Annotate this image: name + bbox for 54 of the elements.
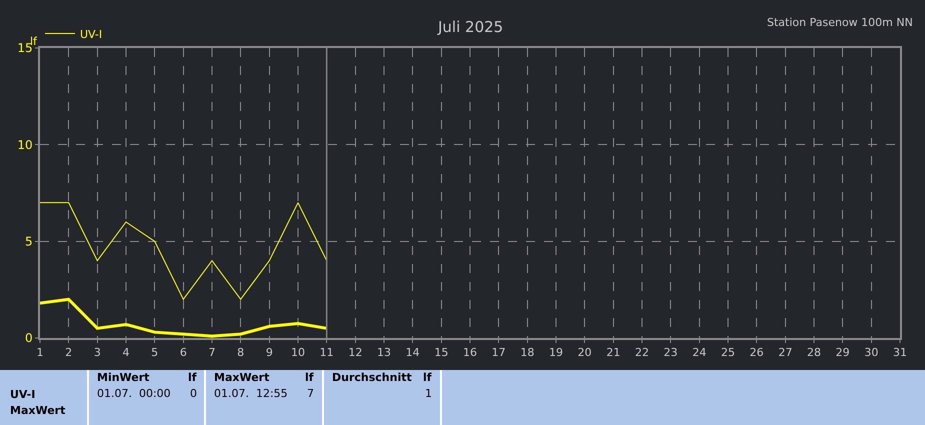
y-tick-label: 0	[24, 331, 33, 346]
x-tick-label: 14	[406, 346, 420, 360]
x-tick-label: 7	[208, 346, 216, 360]
chart-subtitle: Station Pasenow 100m NN	[767, 16, 913, 29]
x-tick-label: 21	[606, 346, 620, 360]
x-tick-label: 30	[864, 346, 878, 360]
legend-label: UV-I	[80, 28, 102, 41]
x-tick-label: 19	[549, 346, 563, 360]
x-tick-label: 17	[492, 346, 506, 360]
text: UV-I	[10, 388, 36, 401]
y-tick-label: 5	[24, 234, 33, 249]
text: MaxWert	[10, 404, 66, 417]
text: 1	[425, 387, 432, 400]
x-tick-label: 12	[348, 346, 362, 360]
x-tick-label: 1	[36, 346, 44, 360]
x-tick-label: 2	[65, 346, 72, 360]
y-tick-label: 15	[17, 41, 33, 56]
x-tick-label: 15	[434, 346, 448, 360]
y-tick-label: 10	[17, 138, 33, 152]
text: MinWert	[97, 371, 150, 384]
x-tick-label: 28	[807, 346, 821, 360]
x-tick-label: 31	[893, 346, 907, 360]
text: Durchschnitt	[332, 371, 412, 384]
text: 7	[307, 387, 314, 400]
x-tick-label: 29	[836, 346, 850, 360]
x-tick-label: 13	[377, 346, 391, 360]
text: lf	[423, 371, 432, 384]
x-tick-label: 24	[692, 346, 706, 360]
x-tick-label: 22	[635, 346, 649, 360]
x-tick-label: 11	[320, 346, 334, 360]
x-tick-label: 10	[291, 346, 305, 360]
x-tick-label: 4	[122, 346, 130, 360]
x-tick-label: 5	[151, 346, 158, 360]
x-tick-label: 20	[578, 346, 592, 360]
text: 01.07. 12:55	[214, 387, 288, 400]
x-tick-label: 16	[463, 346, 477, 360]
x-tick-label: 9	[266, 346, 273, 360]
text: 01.07. 00:00	[97, 387, 171, 400]
chart-title: Juli 2025	[437, 18, 504, 36]
line-series	[40, 298, 328, 338]
x-tick-label: 25	[721, 346, 735, 360]
text: 0	[190, 387, 197, 400]
text: lf	[305, 371, 314, 384]
line-series	[40, 202, 328, 300]
x-tick-label: 26	[750, 346, 764, 360]
x-tick-label: 18	[520, 346, 534, 360]
text: lf	[188, 371, 197, 384]
text: MaxWert	[214, 371, 270, 384]
x-tick-label: 27	[778, 346, 792, 360]
x-tick-label: 3	[94, 346, 101, 360]
x-tick-label: 6	[180, 346, 187, 360]
x-tick-label: 8	[237, 346, 244, 360]
x-tick-label: 23	[664, 346, 678, 360]
y-axis-title: lf	[30, 35, 38, 48]
